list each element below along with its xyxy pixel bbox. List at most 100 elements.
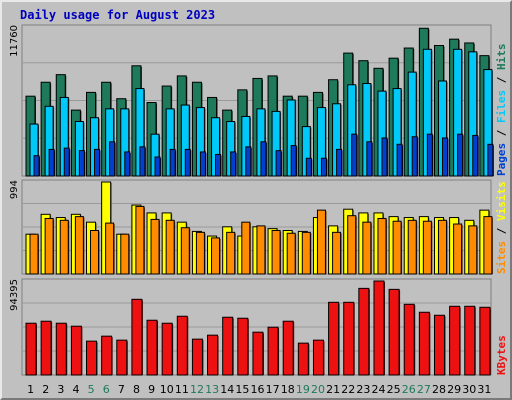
legend-kbytes: KBytes	[495, 335, 508, 375]
bar-pages-23	[366, 141, 373, 177]
legend-sites: Sites	[495, 241, 508, 274]
legend-files: Files	[495, 90, 508, 123]
bar-pages-6	[109, 141, 116, 177]
panel-top-max-label: 11760	[9, 25, 20, 57]
legend-pages: Pages	[495, 143, 508, 176]
bar-kbytes-11	[176, 315, 188, 376]
x-tick-label-3: 3	[57, 383, 64, 396]
bar-sites-17	[271, 229, 281, 275]
x-tick-label-14: 14	[220, 383, 234, 396]
bar-pages-15	[245, 146, 252, 177]
bar-pages-10	[169, 148, 176, 177]
bar-pages-11	[184, 148, 191, 177]
bar-kbytes-29	[449, 305, 461, 376]
bar-sites-14	[226, 231, 236, 275]
x-tick-label-11: 11	[175, 383, 189, 396]
legend-separator: /	[495, 123, 508, 143]
bar-kbytes-26	[403, 303, 415, 376]
x-tick-label-7: 7	[118, 383, 125, 396]
bar-sites-11	[180, 227, 190, 275]
x-tick-label-20: 20	[311, 383, 325, 396]
bar-kbytes-3	[55, 322, 67, 376]
bar-pages-26	[411, 136, 418, 177]
bar-kbytes-2	[40, 320, 52, 376]
x-tick-label-5: 5	[88, 383, 95, 396]
bar-kbytes-22	[343, 301, 355, 376]
bar-pages-7	[124, 151, 131, 177]
legend-separator: /	[495, 221, 508, 241]
bar-sites-5	[90, 229, 100, 275]
bar-pages-25	[396, 143, 403, 177]
bar-kbytes-23	[358, 287, 370, 376]
bar-sites-22	[347, 215, 357, 275]
bar-sites-10	[165, 219, 175, 275]
bar-kbytes-31	[479, 306, 491, 376]
bar-kbytes-12	[191, 338, 203, 376]
bar-sites-24	[377, 217, 387, 275]
bar-pages-18	[290, 145, 297, 177]
x-tick-label-25: 25	[387, 383, 401, 396]
x-tick-label-26: 26	[402, 383, 416, 396]
bar-sites-26	[407, 219, 417, 275]
bar-sites-30	[468, 225, 478, 275]
bar-kbytes-24	[373, 280, 385, 376]
bar-sites-20	[316, 209, 326, 275]
bar-kbytes-18	[282, 320, 294, 376]
bar-pages-4	[78, 150, 85, 177]
x-tick-label-4: 4	[72, 383, 79, 396]
bar-pages-14	[230, 151, 237, 177]
bar-pages-17	[275, 150, 282, 177]
bar-pages-9	[154, 156, 161, 177]
x-tick-label-8: 8	[133, 383, 140, 396]
bar-pages-13	[215, 153, 222, 177]
bar-sites-9	[150, 218, 160, 275]
bar-sites-4	[74, 216, 84, 275]
bar-kbytes-30	[464, 305, 476, 376]
panel-bottom-max-label: 94395	[9, 279, 20, 311]
x-tick-label-15: 15	[235, 383, 249, 396]
x-tick-label-9: 9	[148, 383, 155, 396]
x-tick-label-19: 19	[296, 383, 310, 396]
bar-kbytes-19	[297, 342, 309, 376]
x-tick-label-17: 17	[266, 383, 280, 396]
x-tick-label-24: 24	[372, 383, 386, 396]
bar-kbytes-27	[418, 311, 430, 376]
x-tick-label-23: 23	[356, 383, 370, 396]
x-tick-label-21: 21	[326, 383, 340, 396]
bar-sites-28	[437, 219, 447, 275]
bar-sites-7	[120, 233, 130, 275]
bar-pages-1	[33, 155, 40, 177]
bar-sites-8	[135, 205, 145, 275]
bar-pages-31	[487, 143, 494, 177]
bar-sites-2	[44, 217, 54, 275]
bar-pages-22	[351, 133, 358, 177]
bar-kbytes-20	[312, 339, 324, 376]
bar-sites-3	[59, 219, 69, 275]
bar-sites-25	[392, 220, 402, 275]
bar-sites-1	[29, 233, 39, 275]
legend-hits: Hits	[495, 44, 508, 71]
bar-sites-16	[256, 225, 266, 275]
x-tick-label-31: 31	[477, 383, 491, 396]
bar-pages-2	[48, 148, 55, 177]
bar-kbytes-25	[388, 288, 400, 376]
legend-separator: /	[495, 70, 508, 90]
x-tick-label-10: 10	[160, 383, 174, 396]
bar-kbytes-16	[252, 331, 264, 376]
x-tick-label-29: 29	[447, 383, 461, 396]
bar-kbytes-28	[433, 314, 445, 376]
bar-pages-16	[260, 141, 267, 177]
bar-kbytes-9	[146, 319, 158, 376]
bar-kbytes-10	[161, 322, 173, 376]
bar-kbytes-5	[86, 340, 98, 376]
bar-sites-15	[241, 221, 251, 275]
bar-kbytes-6	[101, 335, 113, 376]
bar-sites-31	[483, 216, 493, 275]
bar-kbytes-21	[328, 301, 340, 376]
bar-pages-3	[63, 147, 70, 177]
bar-pages-29	[457, 133, 464, 177]
bar-pages-24	[381, 137, 388, 177]
bar-pages-8	[139, 146, 146, 177]
bar-kbytes-7	[116, 339, 128, 376]
